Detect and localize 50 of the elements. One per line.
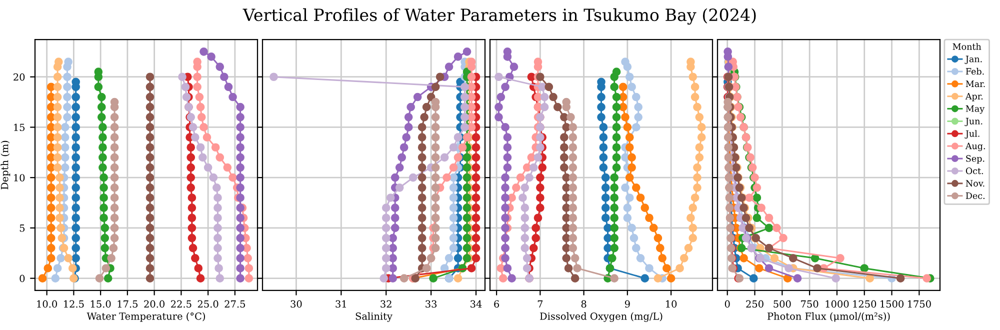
x-tick-label: 10.0: [37, 300, 57, 308]
legend-label: Dec.: [966, 192, 985, 199]
x-tick-label: 17.5: [118, 300, 138, 308]
x-tick-label: 8: [581, 300, 586, 308]
y-tick-label: 15: [14, 124, 25, 132]
x-tick-label: 32: [380, 300, 392, 308]
x-tick-label: 7: [538, 300, 543, 308]
x-tick-label: 10: [666, 300, 677, 308]
legend-label: Sep.: [966, 155, 984, 164]
legend-label: Apr.: [965, 92, 983, 102]
x-tick-label: 750: [801, 300, 818, 308]
x-axis-title: Photon Flux (μmol/(m²s)): [768, 312, 890, 322]
y-tick-label: 0: [20, 274, 25, 282]
x-tick-label: 34: [470, 300, 482, 308]
legend-label: Oct.: [966, 168, 983, 174]
x-tick-label: 1000: [826, 300, 849, 308]
x-tick-label: 30: [290, 300, 302, 308]
x-tick-label: 12.5: [64, 300, 84, 308]
legend-label: May: [966, 105, 985, 114]
x-axis-title: Salinity: [356, 312, 392, 322]
x-tick-label: 0: [724, 300, 730, 308]
x-tick-label: 33: [426, 300, 437, 308]
x-tick-label: 22.5: [171, 300, 192, 308]
legend-title: Month: [952, 43, 982, 50]
legend-label: Jun.: [964, 118, 982, 126]
legend-label: Nov.: [966, 180, 984, 187]
x-tick-label: 250: [746, 300, 764, 308]
x-tick-label: 20.0: [144, 300, 164, 308]
x-tick-label: 1500: [880, 300, 904, 308]
x-tick-label: 27.5: [224, 300, 245, 308]
x-tick-label: 6: [494, 300, 500, 308]
y-tick-label: 5: [20, 224, 25, 232]
legend-label: Aug.: [965, 142, 985, 152]
x-tick-label: 500: [774, 300, 791, 308]
x-axis-title: Water Temperature (°C): [86, 312, 205, 322]
x-tick-label: 1250: [853, 300, 876, 308]
x-tick-label: 9: [624, 300, 630, 308]
chart-title: Vertical Profiles of Water Parameters in Tsukumo Bay (2024): [242, 8, 756, 25]
x-tick-label: 1750: [908, 300, 931, 308]
y-tick-label: 10: [14, 174, 25, 182]
y-axis-title: Depth (m): [0, 140, 10, 190]
legend-label: Feb.: [966, 68, 984, 75]
y-tick-label: 20: [14, 73, 25, 81]
x-tick-label: 15.0: [90, 300, 111, 308]
x-tick-label: 31: [336, 300, 346, 308]
legend-label: Mar.: [966, 80, 985, 88]
x-tick-label: 25.0: [198, 300, 218, 308]
legend-label: Jul.: [964, 130, 980, 139]
x-axis-title: Dissolved Oxygen (mg/L): [540, 312, 662, 322]
legend-label: Jan.: [964, 56, 982, 64]
